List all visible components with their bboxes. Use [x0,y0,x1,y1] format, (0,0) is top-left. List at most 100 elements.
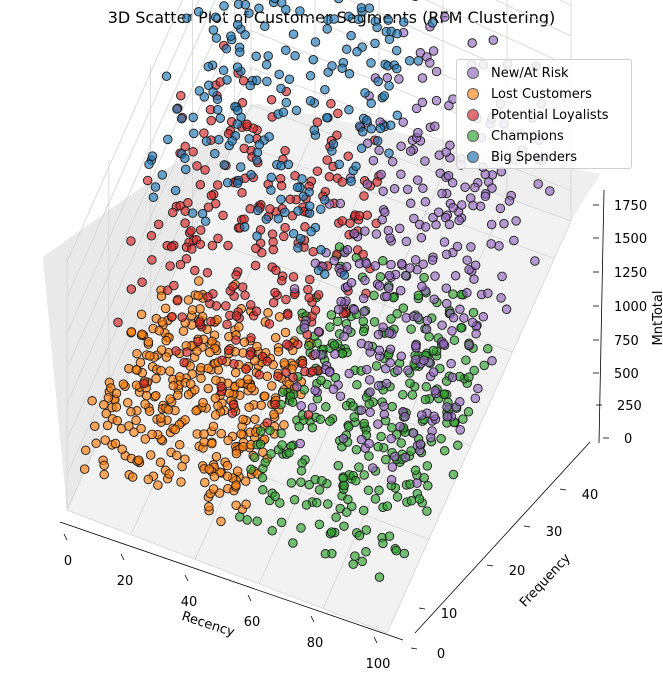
data-point [241,364,251,374]
data-point [379,409,390,420]
data-point [328,139,339,149]
z-tick-label: 1000 [614,300,647,315]
data-point [301,500,312,510]
data-point [403,365,413,376]
data-point [444,219,455,230]
data-point [486,239,496,249]
y-tick-label: 30 [546,525,563,540]
data-point [381,454,391,465]
data-point [242,119,252,130]
data-point [411,354,421,365]
data-point [386,259,396,270]
data-point [452,241,463,252]
data-point [111,388,122,399]
data-point [447,178,458,188]
data-point [436,433,446,444]
data-point [273,346,284,357]
data-point [349,305,360,315]
data-point [348,559,358,569]
data-point [276,428,286,439]
data-point [252,155,262,165]
floor-grid-x [386,220,572,634]
data-point [461,355,471,365]
data-point [256,400,266,411]
data-point [240,30,250,40]
data-point [495,203,506,214]
data-point [417,97,428,108]
data-point [241,499,251,510]
data-point [320,195,330,205]
data-point [336,296,346,307]
data-point [290,51,300,61]
legend-item: Lost Customers [467,84,592,104]
data-point [180,218,190,228]
data-point [349,412,359,422]
data-point [429,294,439,304]
data-point [448,203,458,213]
data-point [354,530,365,541]
data-point [364,399,374,409]
data-point [504,196,515,206]
data-point [466,242,476,252]
z-tick-label: 750 [614,334,639,349]
data-point [369,317,380,327]
data-point [307,402,318,413]
data-point [181,254,192,264]
data-point [161,352,172,362]
data-point [356,143,367,154]
data-point [292,382,302,392]
data-point [357,127,368,137]
data-point [228,399,239,410]
data-point [320,84,330,95]
data-point [245,204,255,214]
data-point [289,284,300,294]
data-point [382,291,392,302]
data-point [126,236,136,246]
data-point [438,339,449,349]
data-point [297,174,307,184]
data-point [276,83,286,94]
data-point [386,475,397,485]
data-point [439,237,450,247]
data-point [396,351,407,361]
data-point [209,472,220,482]
data-point [288,272,299,282]
data-point [405,263,415,273]
data-point [376,169,386,180]
x-tick-label: 20 [117,574,134,589]
data-point [183,295,194,305]
data-point [270,491,280,501]
data-point [428,345,439,356]
data-point [212,104,223,115]
data-point [433,207,444,217]
floor-grid-y [66,509,388,634]
data-point [171,346,181,356]
data-point [398,117,408,127]
data-point [305,274,315,285]
x-tick-label: 80 [307,636,324,651]
data-point [186,379,196,389]
data-point [420,197,431,207]
data-point [196,373,206,384]
data-point [329,340,340,350]
data-point [316,375,326,386]
data-point [530,256,540,266]
data-point [277,275,287,286]
data-point [295,233,306,244]
data-point [282,339,292,350]
data-point [187,244,197,254]
data-point [462,255,472,265]
data-point [281,367,291,377]
z-tick-label: 1500 [614,232,647,247]
data-point [346,176,356,187]
data-point [203,80,214,91]
data-point [418,183,428,194]
y-tick-label: 0 [437,647,445,662]
data-point [287,397,298,407]
y-axis-label: Frequency [517,551,574,611]
data-point [292,182,303,193]
data-point [213,233,223,244]
data-point [326,310,337,320]
data-point [321,402,331,412]
legend-marker [467,151,479,163]
